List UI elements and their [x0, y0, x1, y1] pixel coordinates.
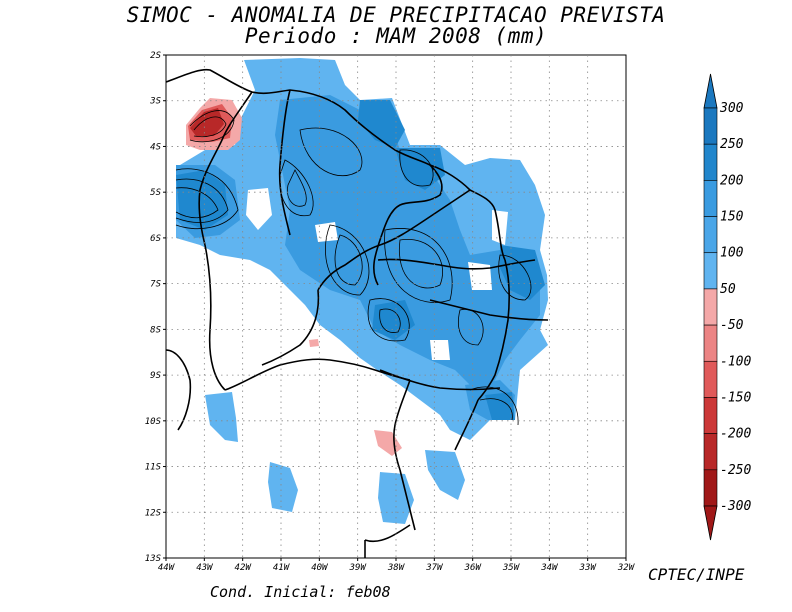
y-tick-label: 12S [145, 508, 162, 518]
x-tick-label: 43W [196, 563, 214, 573]
legend-label: -200 [720, 427, 751, 442]
x-tick-label: 33W [579, 563, 598, 573]
legend-swatch [703, 216, 718, 254]
legend-arrow-top [703, 73, 718, 109]
legend-swatch [703, 433, 718, 471]
legend-arrow-bottom [703, 505, 718, 541]
legend-label: 50 [720, 282, 736, 297]
y-tick-label: 6S [150, 234, 161, 244]
y-tick-label: 10S [145, 417, 162, 427]
legend-swatch [703, 180, 718, 217]
x-tick-label: 44W [158, 563, 176, 573]
y-tick-label: 7S [150, 280, 161, 290]
contour-lines [175, 110, 532, 426]
grid-lines [166, 55, 626, 558]
y-tick-label: 3S [149, 97, 161, 107]
legend-label: -300 [720, 499, 751, 514]
credit-label: CPTEC/INPE [648, 565, 745, 584]
y-tick-label: 5S [150, 188, 161, 198]
negative-anomaly-spot2 [309, 339, 319, 347]
x-tick-label: 37W [425, 563, 444, 573]
color-legend: 300 250 200 150 100 50 -50 -100 -150 -200 -250 -300 [703, 73, 751, 541]
legend-swatch [703, 288, 718, 326]
legend-swatch [703, 324, 718, 362]
x-tick-label: 42W [235, 563, 253, 573]
legend-swatch [703, 107, 718, 145]
y-tick-label: 9S [150, 371, 161, 381]
y-tick-label: 4S [150, 142, 161, 152]
legend-label: -150 [720, 390, 751, 405]
anomaly-region-lower3 [378, 472, 414, 524]
x-tick-label: 34W [540, 563, 559, 573]
anomaly-gap-5 [492, 210, 508, 245]
legend-label: 200 [720, 173, 744, 188]
anomaly-gap-2 [315, 222, 338, 242]
y-tick-label: 11S [145, 463, 162, 473]
legend-label: 250 [720, 137, 744, 152]
anomaly-region-200c [176, 170, 228, 230]
legend-label: -100 [720, 354, 751, 369]
anomaly-gap-4 [430, 340, 450, 360]
legend-label: -250 [720, 463, 751, 478]
x-tick-label: 39W [349, 563, 368, 573]
legend-label: 100 [720, 246, 744, 261]
x-tick-label: 38W [387, 563, 406, 573]
anomaly-gap-3 [468, 262, 492, 290]
legend-swatch [703, 469, 718, 507]
legend-swatch [703, 397, 718, 434]
negative-anomaly-inner [190, 108, 224, 136]
x-tick-label: 32W [617, 563, 636, 573]
map-title: SIMOC - ANOMALIA DE PRECIPITACAO PREVIST… [126, 3, 666, 27]
anomaly-region-200a [358, 100, 405, 148]
state-borders [166, 68, 549, 558]
anomaly-gap-1 [246, 188, 272, 230]
initial-condition-label: Cond. Inicial: feb08 [210, 583, 391, 601]
longitude-ticks: 44W 43W 42W 41W 40W 39W 38W 37W 36W 35W 34W 33W 32W [158, 558, 636, 573]
anomaly-region-lower4 [425, 450, 465, 500]
y-tick-label: 8S [150, 325, 161, 335]
anomaly-region-lower2 [268, 462, 298, 512]
latitude-ticks: 2S 3S 4S 5S 6S 7S 8S 9S 10S 11S 12S 13S [145, 51, 166, 564]
legend-label: 300 [719, 101, 744, 116]
y-tick-label: 2S [150, 51, 161, 61]
legend-swatch [703, 143, 718, 181]
x-tick-label: 35W [502, 563, 521, 573]
map-field [166, 58, 549, 558]
legend-swatch [703, 360, 718, 398]
map-subtitle: Periodo : MAM 2008 (mm) [244, 24, 548, 48]
y-tick-label: 13S [145, 554, 162, 564]
x-tick-label: 40W [311, 563, 329, 573]
legend-label: 150 [720, 210, 744, 225]
x-tick-label: 41W [273, 563, 291, 573]
negative-anomaly-spot1 [374, 430, 402, 456]
anomaly-region-lower [205, 392, 238, 442]
anomaly-region-150 [275, 95, 540, 395]
x-tick-label: 36W [464, 563, 483, 573]
legend-swatch [703, 252, 718, 290]
legend-label: -50 [720, 318, 744, 333]
